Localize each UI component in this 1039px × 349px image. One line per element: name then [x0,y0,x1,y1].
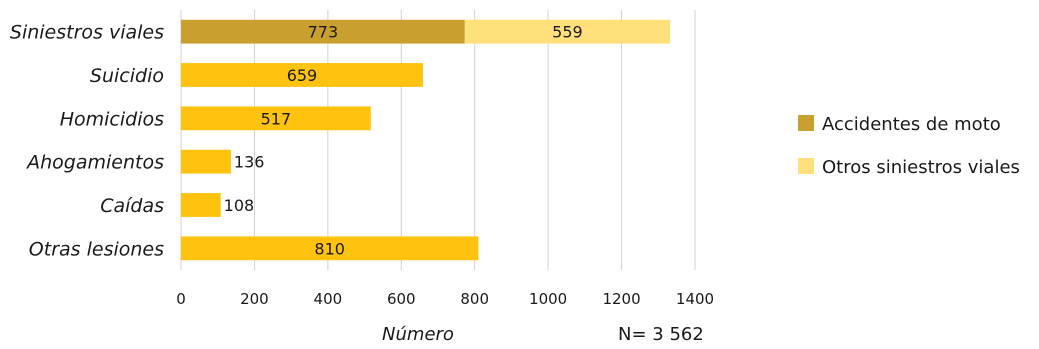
category-label: Caídas [100,195,164,217]
category-labels: Siniestros viales Suicidio Homicidios Ahoga… [10,22,164,261]
x-tick-label: 400 [314,290,343,308]
x-tick-label: 200 [240,290,269,308]
legend-label: Accidentes de moto [822,114,1001,135]
category-label: Homicidios [60,108,164,130]
data-label: 108 [224,196,255,215]
x-tick-label: 600 [387,290,416,308]
sample-size-note: N= 3 562 [618,324,704,345]
bar [181,106,371,131]
bar [181,236,479,261]
legend-swatch [798,158,814,174]
x-tick-label: 0 [176,290,186,308]
data-label: 559 [552,23,583,42]
data-label: 659 [287,66,318,85]
bar [181,19,465,44]
category-label: Suicidio [90,65,164,87]
bars: 773 559 659 517 136 108 810 [181,19,671,261]
bar [181,63,423,87]
legend: Accidentes de moto Otros siniestros viale… [798,114,1020,178]
data-label: 136 [234,153,265,172]
category-label: Siniestros viales [10,22,164,44]
data-label: 517 [261,109,292,128]
x-axis-label: Número [382,324,454,345]
data-label: 773 [308,23,339,42]
bar [181,193,221,217]
bar [464,19,671,44]
category-label: Ahogamientos [25,152,164,174]
x-tick-label: 800 [460,290,489,308]
x-tick-label: 1400 [676,290,714,308]
x-tick-label: 1000 [529,290,567,308]
legend-swatch [798,115,814,131]
x-tick-label: 1200 [602,290,640,308]
category-label: Otras lesiones [29,238,164,260]
data-label: 810 [314,239,345,258]
bar [181,149,231,174]
gridlines [180,10,696,270]
x-tick-labels: 0 200 400 600 800 1000 1200 1400 [176,290,714,308]
legend-label: Otros siniestros viales [822,157,1020,178]
